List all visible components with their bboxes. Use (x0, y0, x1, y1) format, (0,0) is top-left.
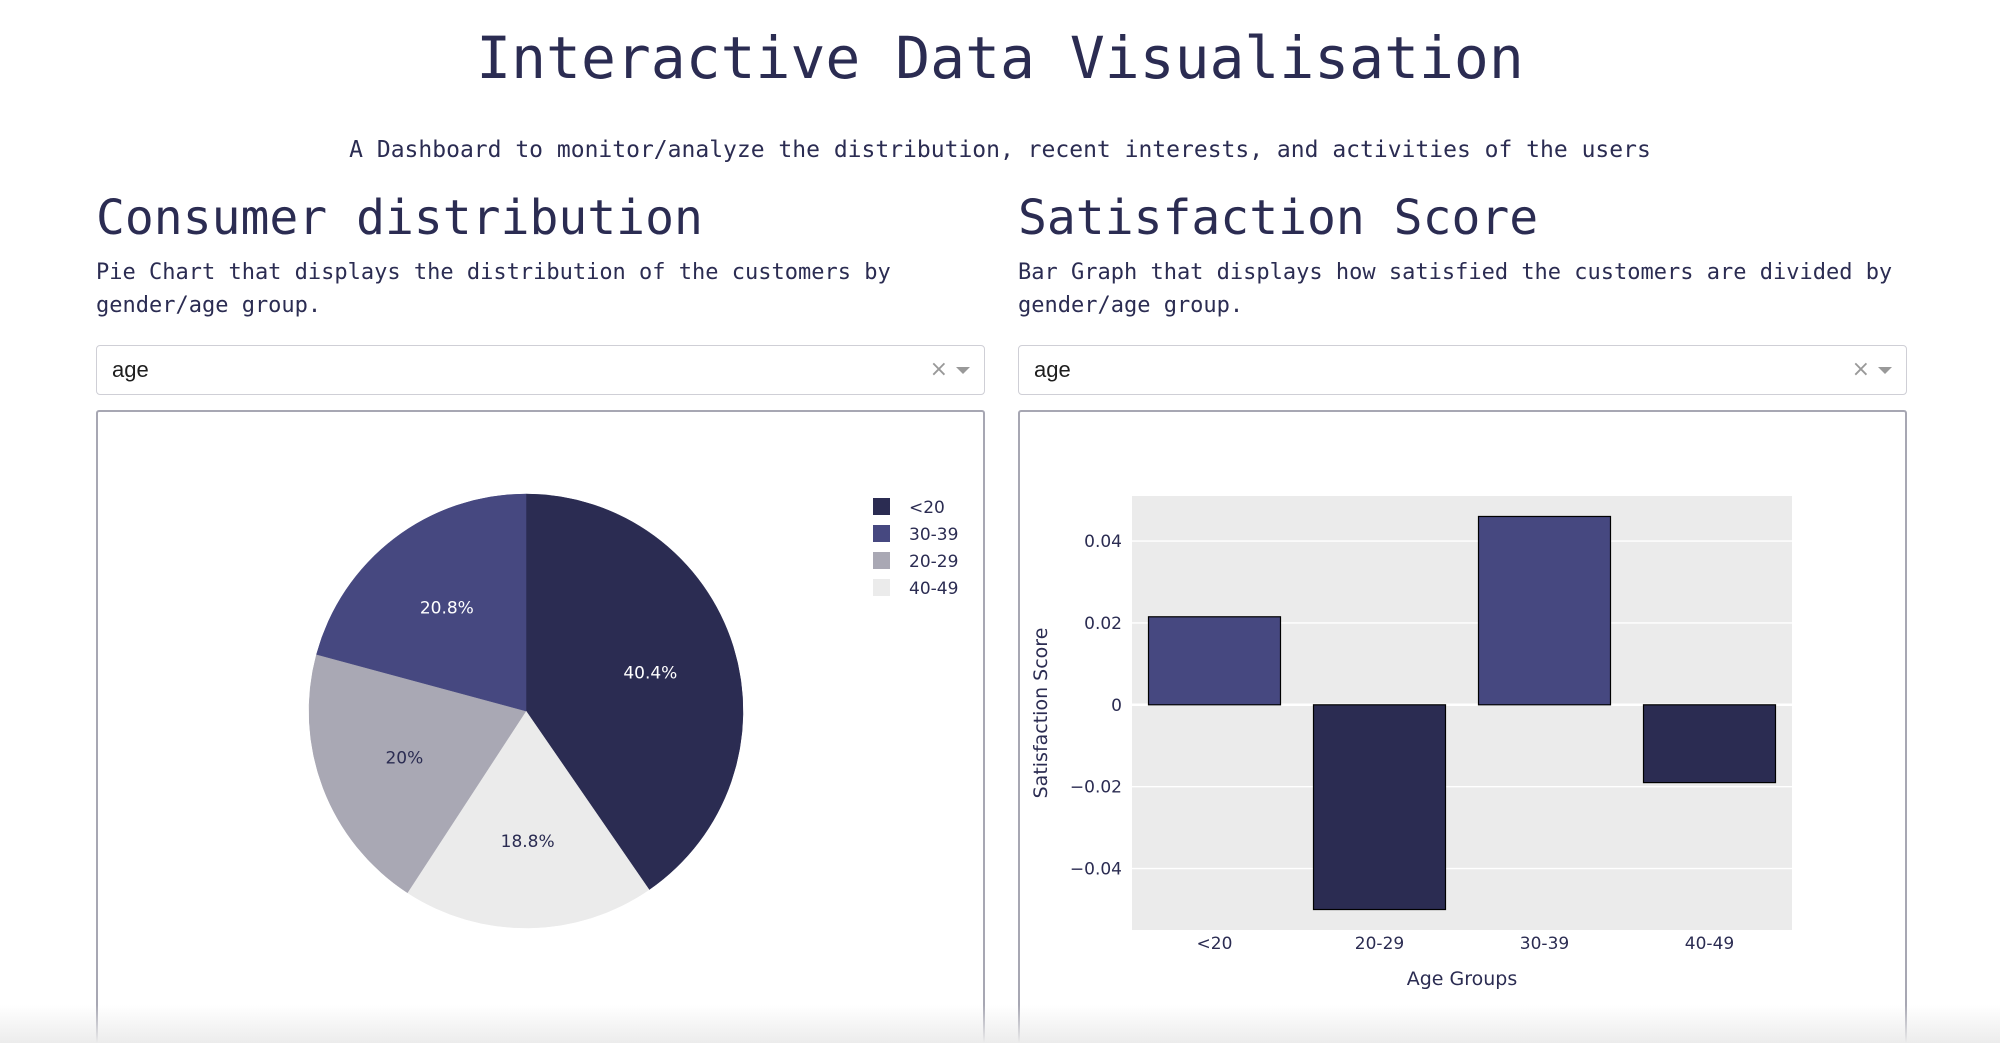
consumer-distribution-panel: Consumer distribution Pie Chart that dis… (96, 190, 985, 1043)
dropdown-selected-value: age (112, 357, 149, 382)
pie-slice-3[interactable] (316, 493, 527, 712)
bar-2[interactable] (1477, 515, 1612, 706)
x-tick-label: <20 (1197, 934, 1233, 954)
pie-slice-2[interactable] (308, 654, 527, 894)
chevron-down-icon[interactable] (1878, 367, 1892, 374)
y-axis-label: Satisfaction Score (1030, 628, 1052, 799)
legend-swatch[interactable] (873, 498, 890, 515)
legend-label[interactable]: 30-39 (909, 525, 958, 545)
pie-slice-label: 40.4% (623, 663, 677, 683)
page-title: Interactive Data Visualisation (476, 24, 1524, 92)
distribution-group-dropdown[interactable]: age × (96, 345, 985, 395)
satisfaction-score-panel: Satisfaction Score Bar Graph that displa… (1018, 190, 1907, 1043)
consumer-distribution-title: Consumer distribution (96, 190, 703, 246)
dropdown-selected-value: age (1034, 357, 1071, 382)
legend-swatch[interactable] (873, 552, 890, 569)
pie-slice-label: 20% (385, 748, 423, 768)
x-tick-label: 40-49 (1685, 934, 1734, 954)
satisfaction-score-title: Satisfaction Score (1018, 190, 1539, 246)
legend-label[interactable]: <20 (909, 498, 945, 518)
pie-slice-0[interactable] (525, 493, 744, 891)
x-tick-label: 20-29 (1355, 934, 1404, 954)
pie-chart[interactable]: 40.4% 18.8% 20% 20.8% <20 30-39 20-29 40-49 (98, 412, 985, 1043)
y-tick-label: −0.02 (1070, 778, 1122, 798)
pie-chart-container: 40.4% 18.8% 20% 20.8% <20 30-39 20-29 40-49 (96, 410, 985, 1043)
close-icon[interactable]: × (929, 357, 948, 382)
y-tick-label: 0.02 (1084, 614, 1122, 634)
bar-chart[interactable]: 0.04 0.02 0 −0.02 −0.04 <20 20-29 30-39 40-49 Age… (1020, 412, 1907, 1043)
y-tick-label: 0 (1111, 696, 1122, 716)
consumer-distribution-description: Pie Chart that displays the distribution… (96, 260, 891, 318)
pie-slice-1[interactable] (407, 710, 650, 929)
satisfaction-score-description: Bar Graph that displays how satisfied th… (1018, 260, 1893, 318)
x-axis-label: Age Groups (1407, 968, 1518, 990)
satisfaction-group-dropdown[interactable]: age × (1018, 345, 1907, 395)
chevron-down-icon[interactable] (956, 367, 970, 374)
pie-slice-label: 18.8% (501, 832, 555, 852)
x-tick-label: 30-39 (1520, 934, 1569, 954)
pie-slice-label: 20.8% (420, 599, 474, 619)
close-icon[interactable]: × (1851, 357, 1870, 382)
page-subtitle: A Dashboard to monitor/analyze the distr… (349, 137, 1651, 163)
legend-swatch[interactable] (873, 525, 890, 542)
y-tick-label: 0.04 (1084, 532, 1122, 552)
bar-1[interactable] (1312, 704, 1447, 911)
legend-swatch[interactable] (873, 579, 890, 596)
bar-0[interactable] (1147, 616, 1282, 706)
legend-label[interactable]: 40-49 (909, 579, 958, 599)
bar-3[interactable] (1642, 704, 1777, 784)
y-tick-label: −0.04 (1070, 860, 1122, 880)
legend-label[interactable]: 20-29 (909, 552, 958, 572)
bar-chart-container: 0.04 0.02 0 −0.02 −0.04 <20 20-29 30-39 40-49 Age… (1018, 410, 1907, 1043)
